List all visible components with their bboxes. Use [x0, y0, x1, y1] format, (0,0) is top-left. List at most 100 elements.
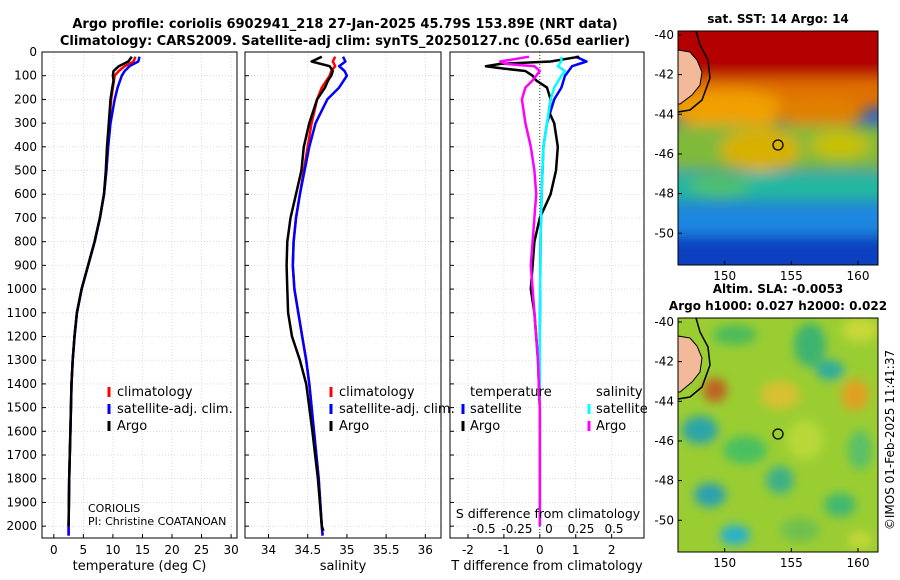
s-tick-label: 0 — [545, 522, 553, 536]
sla-map-panel: Altim. SLA: -0.0053 Argo h1000: 0.027 h2… — [654, 282, 887, 570]
y-tick-label: 300 — [14, 116, 37, 130]
imos-credit: ©IMOS 01-Feb-2025 11:41:37 — [883, 350, 897, 530]
s-difference-label: S difference from climatology — [456, 506, 641, 521]
sla-coastline — [678, 318, 711, 400]
legend-label: climatology — [339, 385, 415, 400]
salinity-panel: 34 34.5 35 35.5 36 salinity climatology satelli… — [244, 51, 455, 574]
legend-label: Argo — [117, 419, 147, 434]
sla-map-title: Altim. SLA: -0.0053 — [713, 282, 844, 296]
sal-x-label: salinity — [320, 559, 367, 574]
x-tick-label: 5 — [80, 543, 88, 557]
y-tick-label: 100 — [14, 69, 37, 83]
x-tick-label: 2 — [608, 543, 616, 557]
map-x-tick-label: 160 — [847, 556, 870, 570]
pi-label: PI: Christine COATANOAN — [88, 515, 226, 528]
map-y-tick-label: -42 — [654, 68, 674, 82]
x-tick-label: 34 — [261, 543, 276, 557]
legend-title-temperature: temperature — [470, 385, 552, 400]
map-x-tick-label: 160 — [847, 269, 870, 283]
sla-profile-marker — [772, 428, 784, 440]
y-tick-label: 400 — [14, 140, 37, 154]
y-tick-label: 600 — [14, 187, 37, 201]
x-tick-label: 25 — [194, 543, 209, 557]
map-x-tick-label: 150 — [713, 556, 736, 570]
s-tick-label: -0.25 — [501, 522, 532, 536]
y-tick-label: 1500 — [6, 401, 37, 415]
map-y-tick-label: -40 — [654, 28, 674, 42]
difference-panel: -2 -1 0 1 2 T difference from climatology temp… — [449, 51, 648, 574]
x-tick-label: 20 — [164, 543, 179, 557]
map-y-tick-label: -42 — [654, 355, 674, 369]
x-tick-label: 0 — [536, 543, 544, 557]
legend-label: satellite-adj. clim. — [339, 402, 455, 417]
s-tick-label: 0.25 — [568, 522, 595, 536]
map-x-tick-label: 155 — [780, 269, 803, 283]
sst-land-tasmania — [678, 49, 703, 105]
diff-series-cyan — [538, 56, 567, 527]
temp-x-label: temperature (deg C) — [73, 559, 207, 574]
y-tick-label: 1100 — [6, 306, 37, 320]
y-tick-label: 1800 — [6, 472, 37, 486]
y-tick-label: 0 — [29, 45, 37, 59]
map-y-tick-label: -46 — [654, 434, 674, 448]
x-tick-label: 0 — [50, 543, 58, 557]
sla-land-tasmania — [678, 335, 703, 393]
s-tick-label: 0.5 — [604, 522, 623, 536]
title-line-2: Climatology: CARS2009. Satellite-adj cli… — [60, 34, 630, 49]
x-tick-label: 30 — [223, 543, 238, 557]
y-tick-label: 800 — [14, 235, 37, 249]
sst-heatmap — [678, 31, 878, 265]
x-tick-label: 1 — [572, 543, 580, 557]
sal-axes-frame — [244, 51, 442, 539]
temp-series-red — [67, 56, 137, 536]
temperature-panel: 0100200300400500600700800900100011001200… — [6, 45, 238, 574]
map-y-tick-label: -50 — [654, 226, 674, 240]
x-tick-label: 34.5 — [294, 543, 321, 557]
s-tick-label: -0.5 — [472, 522, 495, 536]
x-tick-label: 36 — [418, 543, 433, 557]
sst-profile-marker — [772, 139, 784, 151]
diff-x-label: T difference from climatology — [450, 559, 643, 574]
legend-label: Argo — [339, 419, 369, 434]
y-tick-label: 1000 — [6, 282, 37, 296]
sst-map-panel: sat. SST: 14 Argo: 14 — [654, 12, 879, 283]
legend-title-salinity: salinity — [596, 385, 643, 400]
x-tick-label: 35 — [339, 543, 354, 557]
x-tick-label: 15 — [135, 543, 150, 557]
map-y-tick-label: -46 — [654, 147, 674, 161]
y-tick-label: 1900 — [6, 495, 37, 509]
x-tick-label: -1 — [498, 543, 510, 557]
diff-axes-frame — [449, 51, 645, 539]
y-tick-label: 1600 — [6, 424, 37, 438]
y-tick-label: 500 — [14, 164, 37, 178]
y-tick-label: 900 — [14, 258, 37, 272]
temp-axes-frame — [41, 51, 238, 539]
map-x-tick-label: 150 — [713, 269, 736, 283]
y-tick-label: 1400 — [6, 377, 37, 391]
sla-map-subtitle: Argo h1000: 0.027 h2000: 0.022 — [669, 299, 887, 313]
sst-map-title: sat. SST: 14 Argo: 14 — [707, 12, 849, 26]
legend-label: satellite — [470, 402, 522, 417]
x-tick-label: 35.5 — [373, 543, 400, 557]
x-tick-label: 10 — [105, 543, 120, 557]
map-y-tick-label: -50 — [654, 513, 674, 527]
y-tick-label: 1300 — [6, 353, 37, 367]
sst-coastline — [678, 31, 711, 113]
map-y-tick-label: -44 — [654, 107, 674, 121]
y-tick-label: 200 — [14, 92, 37, 106]
y-tick-label: 1700 — [6, 448, 37, 462]
title-line-1: Argo profile: coriolis 6902941_218 27-Ja… — [72, 17, 617, 32]
map-x-tick-label: 155 — [780, 556, 803, 570]
map-y-tick-label: -48 — [654, 187, 674, 201]
diff-series-magenta — [499, 55, 542, 527]
y-tick-label: 700 — [14, 211, 37, 225]
legend-label: Argo — [470, 419, 500, 434]
sal-series-black — [285, 55, 335, 532]
map-y-tick-label: -44 — [654, 394, 674, 408]
sal-series-blue — [291, 56, 349, 536]
y-tick-label: 2000 — [6, 519, 37, 533]
map-y-tick-label: -40 — [654, 315, 674, 329]
sla-heatmap — [678, 318, 878, 552]
x-tick-label: -2 — [462, 543, 474, 557]
